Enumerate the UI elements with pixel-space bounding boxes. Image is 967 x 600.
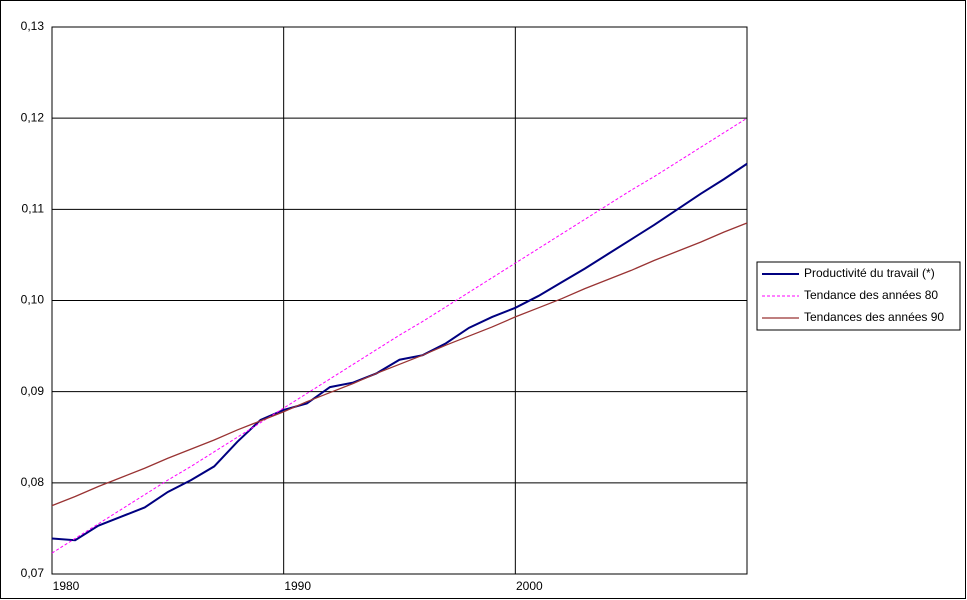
y-tick-label: 0,07 bbox=[21, 566, 45, 580]
y-tick-label: 0,12 bbox=[21, 110, 45, 124]
x-tick-label: 1990 bbox=[284, 579, 311, 593]
x-tick-label: 2000 bbox=[516, 579, 543, 593]
y-tick-label: 0,08 bbox=[21, 475, 45, 489]
y-tick-label: 0,13 bbox=[21, 19, 45, 33]
data-line bbox=[51, 222, 748, 507]
legend-label: Tendance des années 80 bbox=[804, 288, 938, 302]
legend-label: Productivité du travail (*) bbox=[804, 266, 935, 280]
legend-label: Tendances des années 90 bbox=[804, 310, 944, 324]
y-tick-label: 0,11 bbox=[22, 202, 45, 216]
x-tick-label: 1980 bbox=[53, 579, 80, 593]
data-line bbox=[51, 117, 748, 554]
y-tick-label: 0,10 bbox=[21, 293, 45, 307]
y-tick-label: 0,09 bbox=[21, 384, 45, 398]
plot-border bbox=[51, 26, 748, 575]
data-line bbox=[51, 162, 748, 542]
